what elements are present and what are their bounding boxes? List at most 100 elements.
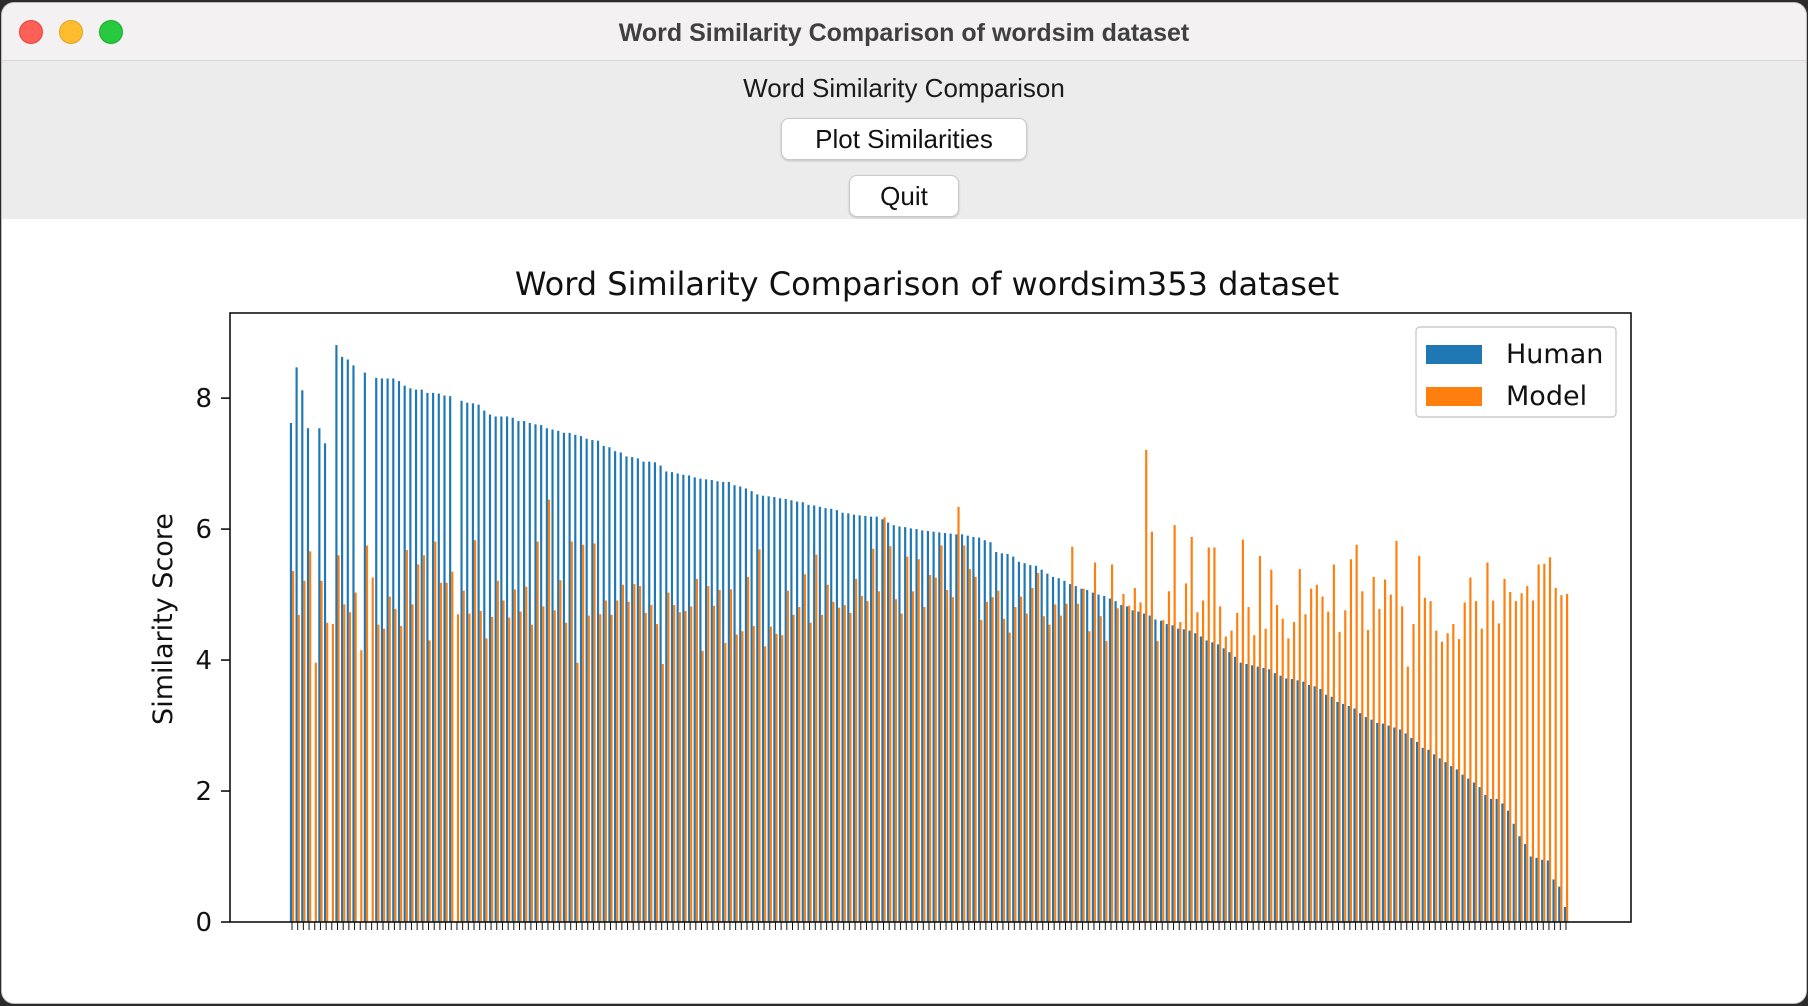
human-bar [1342,703,1345,922]
model-bar [1395,540,1398,922]
model-bar [1253,635,1256,922]
human-bar [995,552,998,922]
model-bar [1059,615,1062,922]
app-heading-label: Word Similarity Comparison [743,73,1065,103]
human-bar [1421,747,1424,922]
human-bar [420,389,423,922]
human-bar [363,372,366,923]
model-bar [1548,557,1552,922]
human-bar [1438,758,1441,922]
human-bar [847,513,850,922]
model-bar [1184,583,1188,922]
model-bar [530,624,534,922]
model-bar [633,584,636,922]
human-bar [1381,723,1384,922]
model-bar [855,578,858,922]
human-bar [1051,576,1055,922]
maximize-window-button[interactable] [99,20,123,44]
human-bar [1251,665,1254,922]
human-bar [1541,859,1544,922]
human-bar [1108,598,1111,922]
human-bar [1205,640,1208,922]
minimize-window-button[interactable] [59,20,83,44]
model-bar [775,633,778,922]
model-bar [1150,531,1153,922]
human-bar [1512,823,1515,922]
human-bar [323,443,327,922]
model-bar [1224,636,1227,922]
human-bar [767,496,770,922]
model-bar [809,622,812,922]
human-bar [818,506,821,922]
model-bar [815,554,818,922]
model-bar [377,624,380,922]
human-bar [1211,642,1214,922]
human-bar [778,498,782,922]
human-bar [562,432,565,922]
model-bar [582,544,585,922]
model-bar [917,559,920,922]
human-bar [869,516,873,922]
human-bar [710,479,713,922]
model-bar [946,590,949,922]
human-bar [625,456,628,922]
human-bar [1086,590,1089,922]
human-bar [1057,578,1060,922]
model-bar [360,650,363,922]
model-bar [1071,546,1074,922]
human-bar [676,473,679,922]
model-bar [1173,525,1176,922]
model-bar [1241,539,1244,922]
model-bar [621,584,625,922]
human-bar [585,438,588,922]
model-bar [1065,603,1068,922]
model-bar [707,586,710,922]
human-bar [659,465,662,922]
y-axis-label: Similarity Score [148,513,179,725]
human-bar [540,424,543,922]
model-bar [411,604,414,922]
human-bar [966,535,969,922]
y-tick-label: 2 [195,777,212,807]
human-bar [494,416,497,922]
model-bar [610,614,613,922]
model-bar [1298,569,1301,922]
legend-swatch-human [1426,345,1482,364]
plot-similarities-button[interactable]: Plot Similarities [781,118,1027,160]
model-bar [695,578,698,922]
model-bar [451,571,454,922]
human-bar [1336,701,1339,922]
close-window-button[interactable] [19,20,43,44]
model-bar [1293,622,1296,922]
human-bar [1313,686,1316,922]
human-bar [1268,669,1271,922]
model-bar [1401,606,1404,922]
model-bar [1497,623,1500,922]
model-bar [678,612,681,922]
model-bar [593,543,596,922]
model-bar [644,612,647,922]
model-bar [820,614,824,922]
model-bar [1093,562,1097,922]
model-bar [1156,641,1159,922]
human-bar [591,440,594,922]
model-bar [485,638,488,922]
quit-button[interactable]: Quit [849,175,959,217]
human-bar [1023,563,1026,922]
y-tick-label: 4 [195,646,212,676]
human-bar [1222,648,1225,922]
human-bar [483,410,486,922]
model-bar [792,614,795,922]
model-bar [877,591,880,922]
model-bar [1509,591,1512,922]
model-bar [1429,601,1432,922]
human-bar [403,385,406,922]
human-bar [750,491,753,922]
model-bar [1264,628,1267,922]
model-bar [1179,622,1182,922]
model-bar [1514,601,1517,922]
human-bar [1319,688,1322,922]
model-bar [656,624,659,922]
human-bar [409,388,412,922]
model-bar [616,600,619,922]
